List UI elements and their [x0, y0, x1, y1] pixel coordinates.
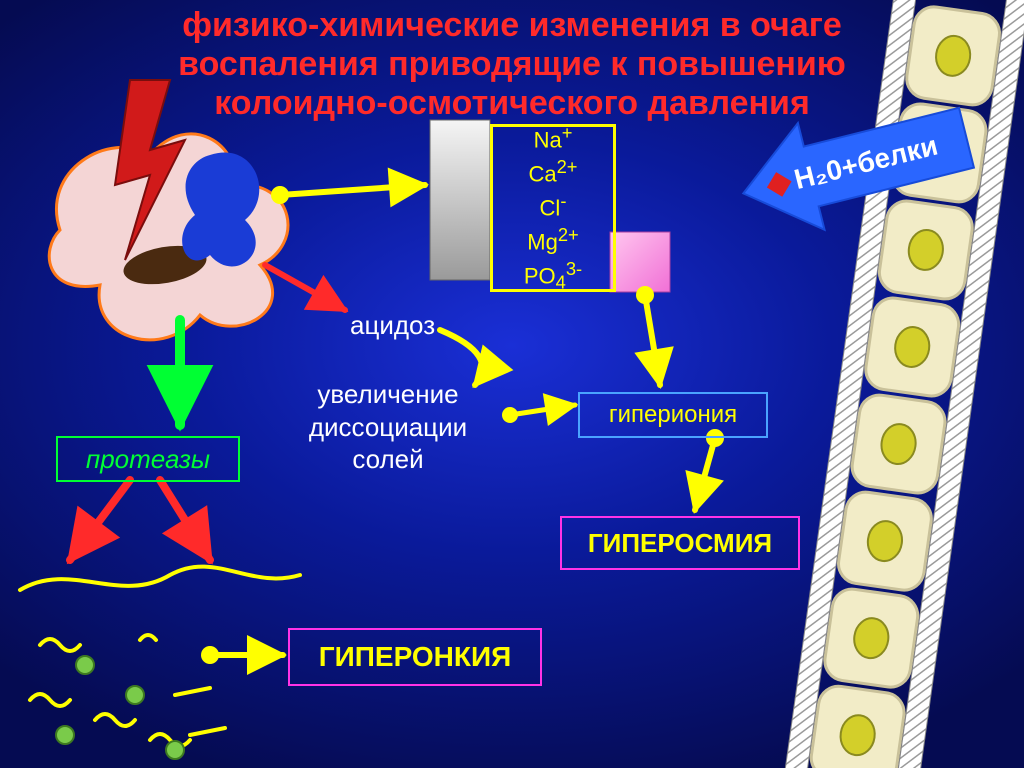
box-hyperonkia: ГИПЕРОНКИЯ: [288, 628, 542, 686]
diagram-stage: H₂0+белкифизико-химические изменения в о…: [0, 0, 1024, 768]
box-hyperionia: гипериония: [578, 392, 768, 438]
label-dissociation: увеличение диссоциации солей: [258, 378, 518, 476]
box-hyperosmia: ГИПЕРОСМИЯ: [560, 516, 800, 570]
label-acidosis: ацидоз: [350, 310, 435, 341]
ion-line: Na+: [493, 121, 613, 155]
ion-line: Mg2+: [493, 223, 613, 257]
ion-line: Ca2+: [493, 155, 613, 189]
diagram-title: физико-химические изменения в очагевоспа…: [0, 6, 1024, 123]
ion-line: Cl-: [493, 189, 613, 223]
box-proteases: протеазы: [56, 436, 240, 482]
ion-line: PO43-: [493, 257, 613, 295]
ions-box: Na+Ca2+Cl-Mg2+PO43-: [490, 124, 616, 292]
